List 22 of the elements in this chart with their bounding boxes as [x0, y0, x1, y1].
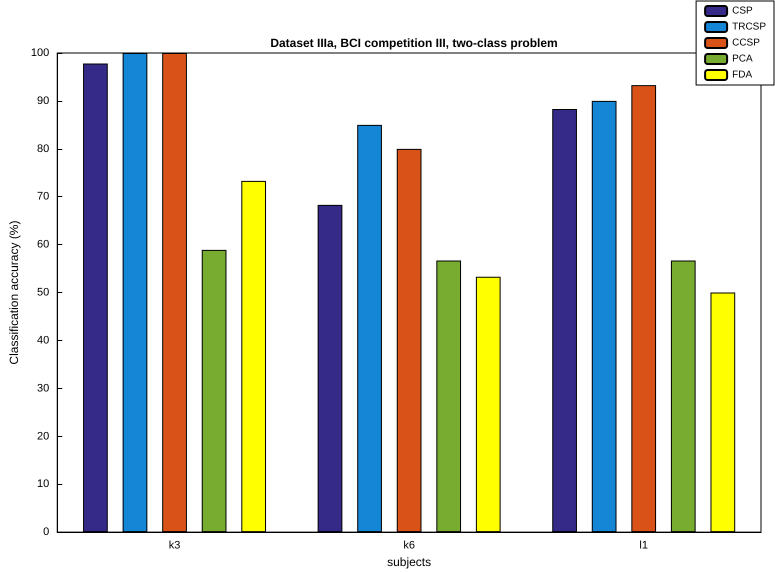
x-axis-title: subjects [387, 555, 432, 569]
y-tick-label: 80 [37, 142, 50, 155]
y-tick-label: 60 [37, 238, 50, 251]
legend-label: FDA [732, 70, 752, 80]
chart-title: Dataset IIIa, BCI competition III, two-class problem [270, 36, 558, 50]
legend-label: CSP [732, 6, 753, 16]
legend-label: TRCSP [732, 22, 766, 32]
x-tick-label: k3 [168, 540, 180, 552]
legend-label: PCA [732, 54, 753, 64]
y-tick-label: 40 [37, 334, 50, 346]
y-tick-label: 10 [37, 478, 50, 490]
legend-label: CCSP [732, 38, 760, 48]
y-tick-label: 20 [37, 430, 50, 442]
y-tick-label: 70 [37, 190, 50, 203]
x-tick-label: k6 [403, 540, 415, 552]
x-tick-label: l1 [639, 540, 648, 552]
y-tick-label: 30 [37, 382, 50, 394]
y-tick-label: 100 [30, 47, 50, 59]
y-axis-title: Classification accuracy (%) [7, 220, 21, 365]
y-tick-label: 0 [43, 526, 50, 538]
y-tick-label: 50 [37, 286, 50, 299]
y-tick-label: 90 [37, 94, 50, 107]
